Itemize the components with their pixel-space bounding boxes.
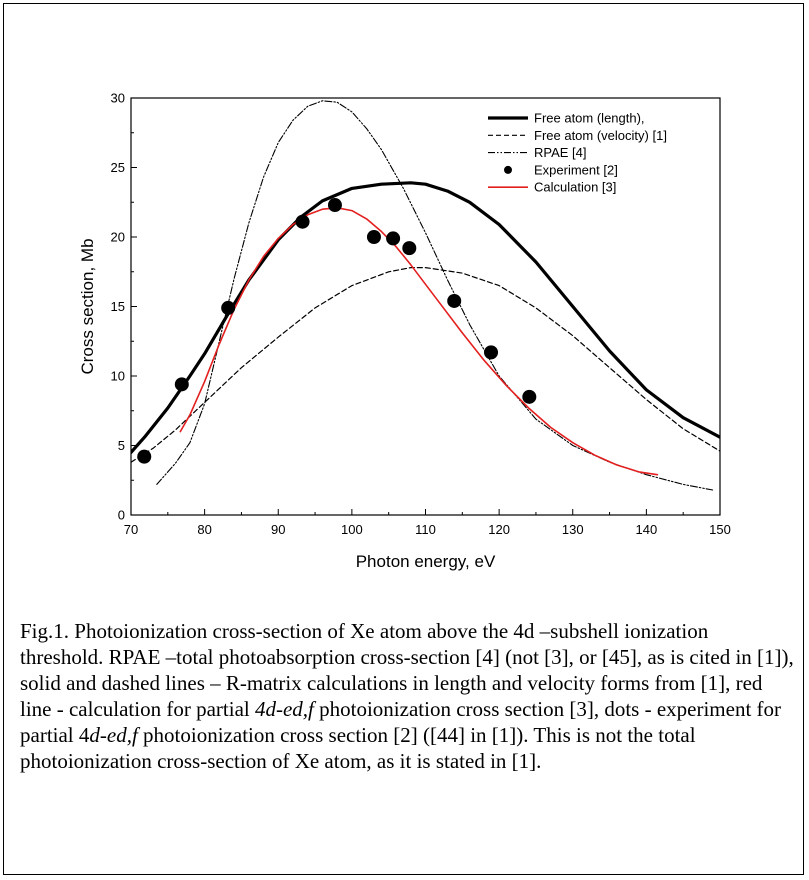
cross-section-chart: 70 80 90 100 110 120 130 140 150 0 5 10 15 20 25 30 Pho… bbox=[78, 91, 731, 572]
experiment-point bbox=[522, 389, 537, 404]
x-tick-label: 80 bbox=[197, 522, 211, 537]
caption-text-3: photoionization cross section [2] ([44] … bbox=[20, 723, 696, 773]
experiment-point bbox=[137, 449, 152, 464]
experiment-point bbox=[327, 198, 342, 213]
x-tick-label: 70 bbox=[124, 522, 138, 537]
experiment-dots-layer bbox=[137, 198, 537, 464]
figure-caption: Fig.1. Photoionization cross-section of … bbox=[20, 618, 795, 774]
legend-label: Free atom (velocity) [1] bbox=[534, 128, 667, 143]
experiment-point bbox=[174, 377, 189, 392]
series-layer bbox=[131, 100, 720, 491]
x-tick-label: 120 bbox=[488, 522, 510, 537]
x-tick-label: 110 bbox=[415, 522, 436, 537]
x-tick-label: 130 bbox=[562, 522, 584, 537]
x-tick-label: 90 bbox=[271, 522, 285, 537]
series-line-1 bbox=[131, 181, 720, 454]
y-tick-label: 5 bbox=[118, 438, 125, 453]
legend-label: Experiment [2] bbox=[534, 162, 618, 177]
experiment-point bbox=[295, 214, 310, 229]
y-axis-title: Cross section, Mb bbox=[78, 238, 97, 374]
plot-area-frame bbox=[130, 97, 721, 516]
legend: Free atom (length), Free atom (velocity) … bbox=[488, 111, 667, 195]
experiment-point bbox=[386, 231, 401, 246]
legend-dot-marker bbox=[504, 165, 512, 174]
legend-label: RPAE [4] bbox=[534, 145, 587, 160]
experiment-point bbox=[447, 293, 462, 308]
x-tick-label: 150 bbox=[709, 522, 731, 537]
figure-frame bbox=[3, 3, 804, 875]
y-tick-label: 10 bbox=[111, 369, 125, 384]
experiment-point bbox=[402, 241, 417, 256]
series-line-5 bbox=[179, 207, 659, 476]
y-tick-label: 25 bbox=[111, 160, 125, 175]
legend-label: Free atom (length), bbox=[534, 111, 645, 126]
y-tick-label: 0 bbox=[118, 508, 125, 523]
experiment-point bbox=[221, 300, 236, 315]
x-axis-title: Photon energy, eV bbox=[356, 552, 496, 571]
caption-italic-2: d-ed,f bbox=[89, 723, 138, 747]
y-tick-label: 15 bbox=[111, 299, 125, 314]
experiment-point bbox=[366, 230, 381, 244]
series-line-2 bbox=[131, 267, 720, 463]
legend-label: Calculation [3] bbox=[534, 180, 616, 195]
caption-italic-1: 4d-ed,f bbox=[254, 697, 314, 721]
caption-text-2: photoionization cross section [3], dots … bbox=[20, 697, 782, 747]
x-tick-label: 140 bbox=[636, 522, 658, 537]
y-tick-label: 20 bbox=[111, 230, 125, 245]
y-tick-label: 30 bbox=[111, 91, 125, 106]
experiment-point bbox=[484, 345, 499, 360]
axis-ticks: 70 80 90 100 110 120 130 140 150 0 5 10 15 20 25 30 bbox=[111, 91, 731, 538]
x-tick-label: 100 bbox=[341, 522, 363, 537]
series-line-3 bbox=[156, 100, 714, 491]
caption-text-1: Fig.1. Photoionization cross-section of … bbox=[20, 619, 794, 721]
